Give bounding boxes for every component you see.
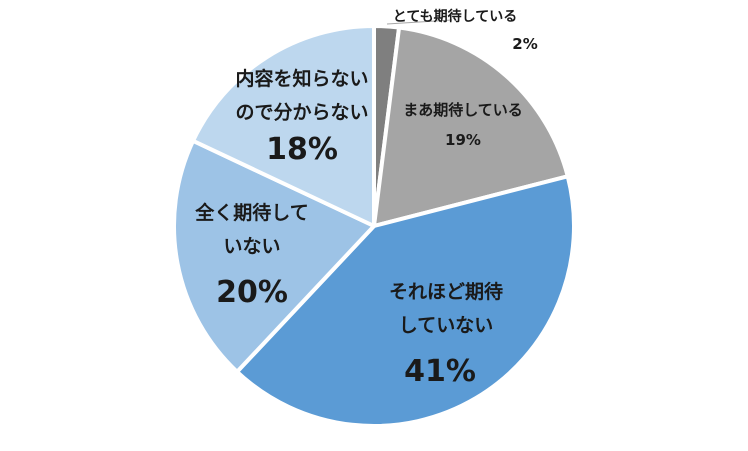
value-label: 18% <box>266 132 338 167</box>
pie-slice <box>372 25 570 228</box>
leader-line <box>386 19 453 25</box>
value-label: 2% <box>512 35 537 53</box>
slice-label: とても期待している <box>393 8 517 25</box>
value-label: 41% <box>404 354 476 389</box>
pie-slice <box>191 24 376 228</box>
slice-label: 全く期待していない <box>194 201 308 257</box>
pie-slice <box>172 138 376 374</box>
pie-slice <box>235 174 576 428</box>
slice-label: 内容を知らないので分からない <box>235 67 368 123</box>
slice-label: まあ期待している <box>403 101 523 119</box>
value-label: 19% <box>445 131 481 149</box>
value-label: 20% <box>216 275 288 310</box>
slice-label: それほど期待していない <box>389 280 503 336</box>
